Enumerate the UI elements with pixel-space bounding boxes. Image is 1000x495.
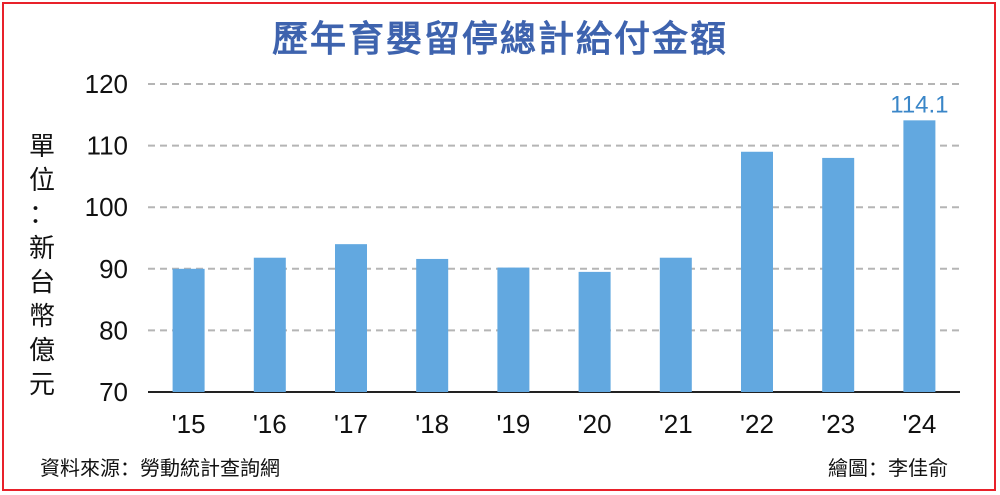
x-tick-label: '23 <box>821 409 855 439</box>
source-note: 資料來源：勞動統計查詢網 <box>40 456 280 480</box>
y-tick-label: 70 <box>99 377 128 407</box>
x-tick-label: '24 <box>902 409 936 439</box>
bar <box>659 257 692 392</box>
bar <box>741 151 773 392</box>
y-tick-label: 90 <box>99 254 128 284</box>
credit-note: 繪圖：李佳俞 <box>828 456 948 480</box>
x-tick-label: '22 <box>740 409 774 439</box>
bar <box>335 244 367 392</box>
data-label: 114.1 <box>890 91 948 118</box>
x-tick-label: '15 <box>172 409 206 439</box>
y-tick-label: 100 <box>85 192 128 222</box>
bar <box>253 257 286 392</box>
bar <box>903 120 936 393</box>
y-tick-label: 110 <box>87 131 128 161</box>
bar <box>416 258 449 392</box>
x-tick-label: '17 <box>334 409 368 439</box>
x-tick-label: '21 <box>659 409 693 439</box>
x-tick-label: '16 <box>253 409 287 439</box>
bar <box>822 157 855 392</box>
x-tick-label: '18 <box>415 409 449 439</box>
y-axis-unit-label: 單位：新台幣億元 <box>28 132 55 400</box>
chart-title: 歷年育嬰留停總計給付金額 <box>271 19 728 60</box>
bar <box>172 268 205 392</box>
y-tick-label: 120 <box>85 69 128 99</box>
y-tick-label: 80 <box>99 315 128 345</box>
x-tick-label: '20 <box>578 409 612 439</box>
bar <box>578 271 611 392</box>
x-tick-label: '19 <box>496 409 530 439</box>
bar <box>497 267 530 392</box>
